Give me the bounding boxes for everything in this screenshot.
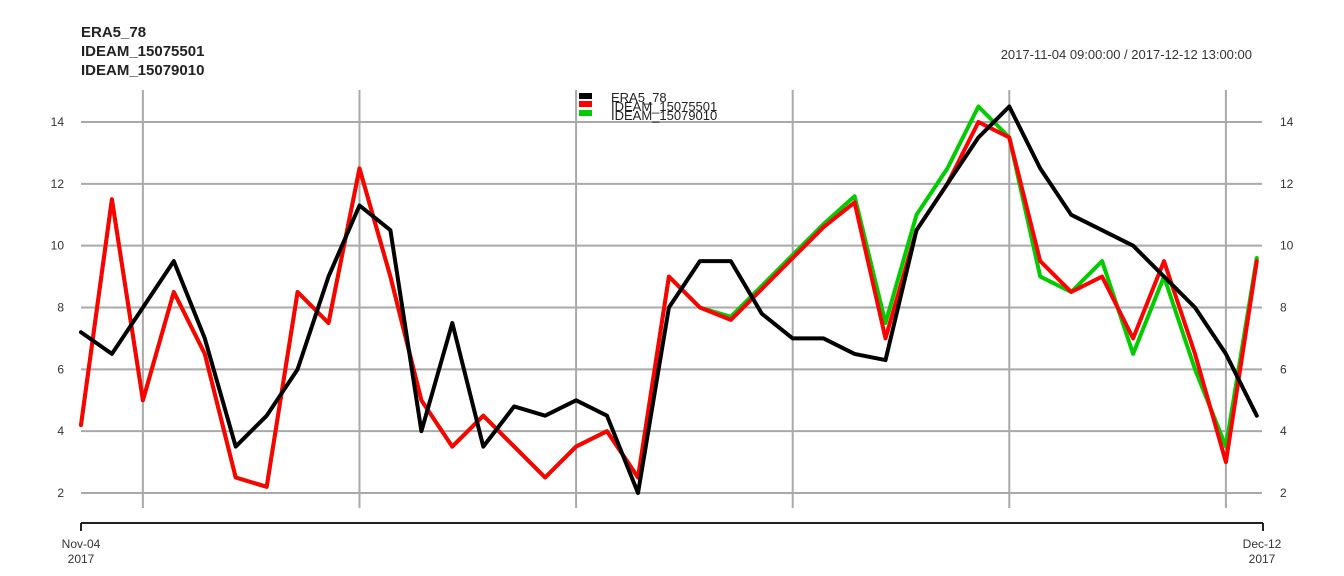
legend-swatch-ideam-15075501 (579, 101, 592, 107)
series-line-era5-78 (79, 104, 1259, 495)
date-range-label: 2017-11-04 09:00:00 / 2017-12-12 13:00:0… (1001, 47, 1252, 62)
y-axis-right: 2 4 6 8 10 12 14 (1280, 115, 1294, 500)
legend: ERA5_78 IDEAM_15075501 IDEAM_15079010 (579, 90, 717, 123)
y-tick-label-left: 4 (57, 424, 64, 438)
chart-title-line-1: ERA5_78 (81, 24, 146, 41)
y-tick-label-left: 10 (51, 239, 65, 253)
y-axis-left: 2 4 6 8 10 12 14 (51, 115, 65, 500)
y-tick-label-right: 2 (1280, 486, 1287, 500)
y-tick-label-left: 2 (57, 486, 64, 500)
y-tick-label-right: 4 (1280, 424, 1287, 438)
y-tick-label-right: 12 (1280, 177, 1294, 191)
y-tick-label-left: 8 (57, 301, 64, 315)
y-tick-label-left: 6 (57, 362, 64, 376)
y-tick-label-right: 14 (1280, 115, 1294, 129)
chart-title-line-3: IDEAM_15079010 (81, 62, 204, 79)
series-line-ideam-15079010 (79, 104, 1259, 489)
x-tick-label-end-date: Dec-12 (1243, 537, 1282, 551)
x-tick-label-end-year: 2017 (1249, 552, 1276, 566)
y-tick-label-right: 6 (1280, 362, 1287, 376)
series-lines (79, 104, 1259, 495)
legend-swatch-era5 (579, 93, 592, 99)
x-tick-label-start-year: 2017 (68, 552, 95, 566)
legend-label-ideam-15075501: IDEAM_15075501 (611, 99, 717, 114)
chart-title-line-2: IDEAM_15075501 (81, 43, 204, 60)
legend-label-era5: ERA5_78 (611, 90, 667, 105)
y-tick-label-left: 14 (51, 115, 65, 129)
series-line-ideam-15075501 (79, 120, 1259, 489)
legend-label-ideam-15079010: IDEAM_15079010 (611, 108, 717, 123)
y-tick-label-right: 8 (1280, 301, 1287, 315)
x-tick-label-start-date: Nov-04 (62, 537, 101, 551)
y-tick-label-left: 12 (51, 177, 65, 191)
grid (81, 90, 1262, 508)
y-tick-label-right: 10 (1280, 239, 1294, 253)
legend-swatch-ideam-15079010 (579, 110, 592, 116)
